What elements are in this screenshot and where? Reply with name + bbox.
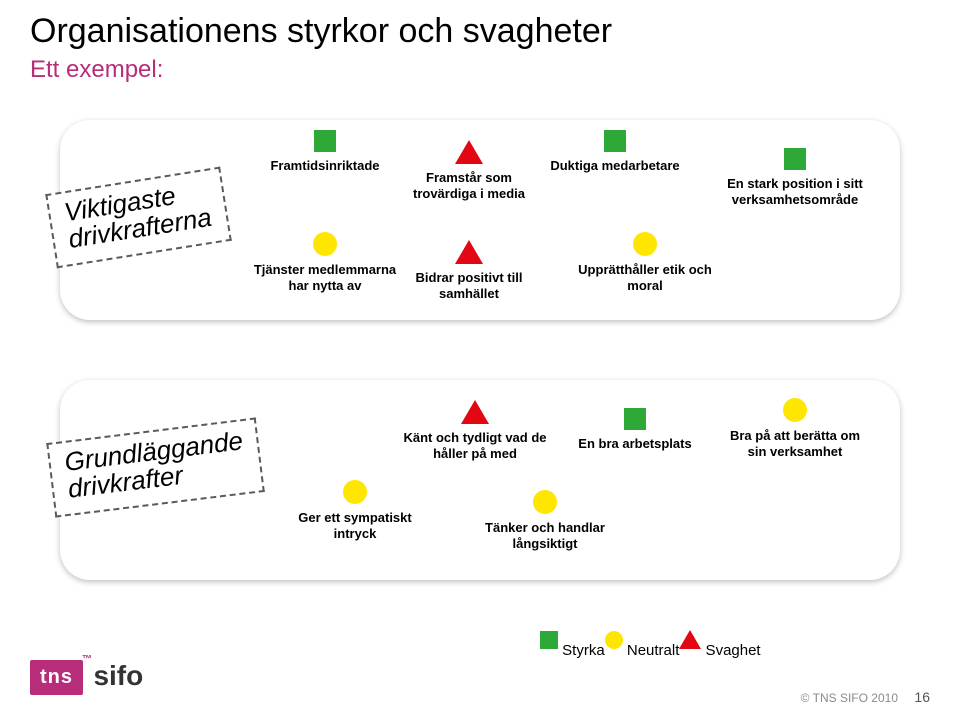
top-item-0: Framtidsinriktade [250,130,400,174]
logo: tns™ sifo [30,660,143,695]
legend-label-1: Neutralt [623,642,680,659]
legend-label-0: Styrka [558,642,605,659]
top-item-4: Duktiga medarbetare [540,130,690,174]
bottom-item-3: En bra arbetsplats [560,408,710,452]
top-item-6: En stark position i sitt verksamhetsområ… [720,148,870,209]
item-label: Duktiga medarbetare [540,158,690,174]
circle-icon [633,232,657,256]
item-label: Tjänster medlemmarna har nytta av [250,262,400,295]
logo-sifo: sifo [93,660,143,691]
item-label: Bidrar positivt till samhället [394,270,544,303]
top-item-5: Upprätthåller etik och moral [570,232,720,295]
legend: Styrka Neutralt Svaghet [540,630,761,659]
square-icon [784,148,806,170]
item-label: Ger ett sympatiskt intryck [280,510,430,543]
circle-icon [313,232,337,256]
square-icon [624,408,646,430]
bottom-item-2: Tänker och handlar långsiktigt [470,490,620,553]
logo-tns: tns™ [30,660,83,695]
slide-title: Organisationens styrkor och svagheter [30,12,612,51]
top-item-1: Tjänster medlemmarna har nytta av [250,232,400,295]
triangle-icon [455,240,483,264]
item-label: Framtidsinriktade [250,158,400,174]
item-label: Känt och tydligt vad de håller på med [400,430,550,463]
item-label: En bra arbetsplats [560,436,710,452]
bottom-item-0: Ger ett sympatiskt intryck [280,480,430,543]
legend-circle-icon [605,631,623,649]
item-label: Bra på att berätta om sin verksamhet [720,428,870,461]
bottom-item-1: Känt och tydligt vad de håller på med [400,400,550,463]
circle-icon [783,398,807,422]
legend-square-icon [540,631,558,649]
top-item-2: Framstår som trovärdiga i media [394,140,544,203]
bottom-item-4: Bra på att berätta om sin verksamhet [720,398,870,461]
page-number: 16 [914,689,930,705]
slide-subtitle: Ett exempel: [30,56,163,84]
item-label: En stark position i sitt verksamhetsområ… [720,176,870,209]
square-icon [604,130,626,152]
copyright: © TNS SIFO 2010 [801,691,898,705]
item-label: Upprätthåller etik och moral [570,262,720,295]
legend-label-2: Svaghet [701,642,760,659]
legend-triangle-icon [679,630,701,649]
top-item-3: Bidrar positivt till samhället [394,240,544,303]
circle-icon [533,490,557,514]
square-icon [314,130,336,152]
circle-icon [343,480,367,504]
item-label: Tänker och handlar långsiktigt [470,520,620,553]
triangle-icon [461,400,489,424]
item-label: Framstår som trovärdiga i media [394,170,544,203]
triangle-icon [455,140,483,164]
